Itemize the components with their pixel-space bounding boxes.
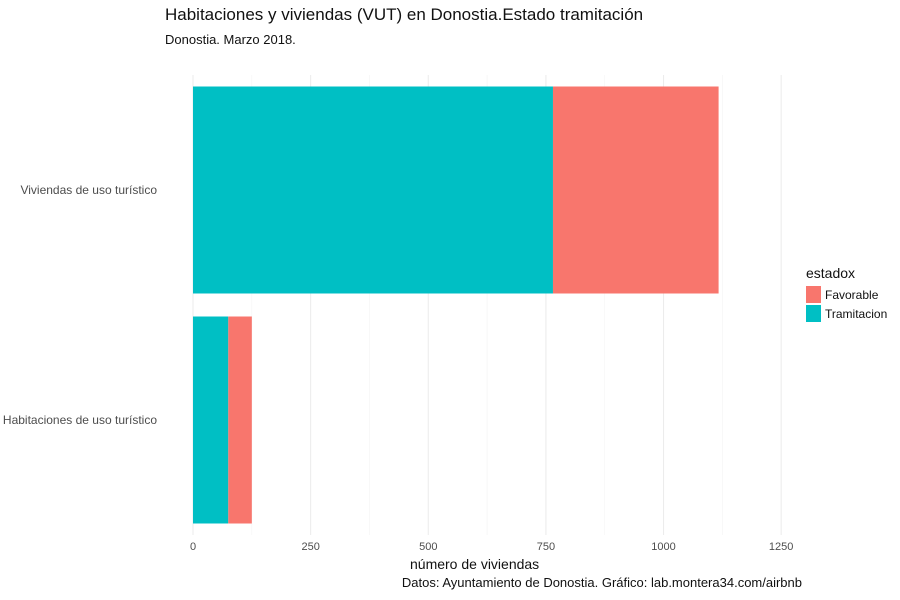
x-tick-label: 750 (537, 541, 555, 553)
legend-item-favorable: Favorable (806, 285, 887, 304)
legend-label-favorable: Favorable (825, 287, 879, 302)
legend-title: estadox (806, 265, 856, 281)
legend-item-tramitacion: Tramitacion (806, 304, 887, 323)
x-tick-label: 500 (419, 541, 437, 553)
x-tick-label: 1250 (769, 541, 793, 553)
chart-caption: Datos: Ayuntamiento de Donostia. Gráfico… (401, 575, 802, 590)
y-tick-label: Habitaciones de uso turístico (3, 413, 157, 427)
x-tick-label: 0 (190, 541, 196, 553)
y-tick-label: Viviendas de uso turístico (20, 183, 157, 197)
bar-favorable-1 (552, 86, 719, 294)
x-tick-label: 250 (301, 541, 319, 553)
bar-favorable-0 (228, 316, 252, 524)
legend-swatch-tramitacion (806, 305, 821, 322)
x-axis-label: número de viviendas (410, 556, 540, 572)
bar-tramitacion-1 (193, 86, 553, 294)
legend-swatch-favorable (806, 286, 821, 303)
bar-tramitacion-0 (193, 316, 229, 524)
legend: estadox Favorable Tramitacion (806, 265, 887, 323)
chart-subtitle: Donostia. Marzo 2018. (165, 32, 296, 47)
x-tick-label: 1000 (651, 541, 675, 553)
legend-label-tramitacion: Tramitacion (825, 306, 888, 321)
chart-title: Habitaciones y viviendas (VUT) en Donost… (165, 5, 644, 24)
